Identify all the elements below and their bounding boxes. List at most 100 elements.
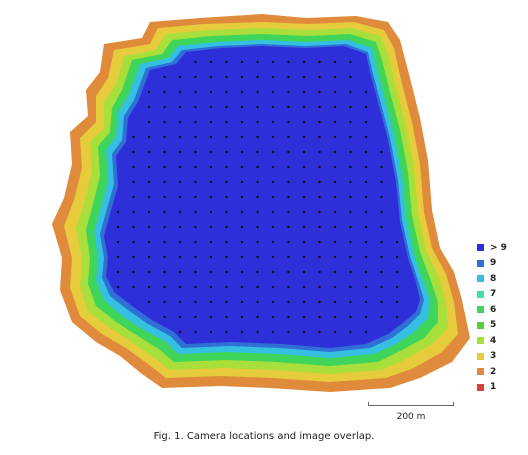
camera-location <box>194 240 197 244</box>
camera-location <box>256 285 259 289</box>
camera-location <box>178 120 182 124</box>
camera-location <box>364 255 368 259</box>
camera-location <box>349 165 352 169</box>
camera-location <box>240 120 244 124</box>
camera-location <box>240 300 244 304</box>
camera-location <box>318 270 321 274</box>
camera-location <box>256 255 259 259</box>
camera-location <box>209 210 213 214</box>
camera-location <box>240 225 244 229</box>
camera-location <box>333 285 337 289</box>
camera-location <box>209 165 213 169</box>
camera-location <box>364 120 368 124</box>
camera-location <box>302 255 306 259</box>
camera-location <box>333 210 337 214</box>
camera-location <box>163 180 166 184</box>
camera-location <box>287 315 290 319</box>
camera-location <box>240 180 244 184</box>
camera-location <box>380 270 383 274</box>
camera-location <box>116 210 120 214</box>
camera-location <box>302 195 306 199</box>
camera-location <box>380 255 383 259</box>
camera-location <box>132 180 135 184</box>
camera-location <box>380 150 383 154</box>
legend-label: 9 <box>490 258 497 269</box>
camera-location <box>163 270 166 274</box>
camera-location <box>178 135 182 139</box>
camera-location <box>364 225 368 229</box>
camera-location <box>256 135 259 139</box>
camera-location <box>256 210 259 214</box>
camera-location <box>271 315 275 319</box>
camera-location <box>364 195 368 199</box>
camera-location <box>333 180 337 184</box>
legend-label: 7 <box>490 289 497 300</box>
camera-location <box>194 315 197 319</box>
camera-location <box>287 60 290 64</box>
camera-location <box>256 150 259 154</box>
camera-location <box>364 315 368 319</box>
camera-location <box>240 285 244 289</box>
camera-location <box>225 75 228 79</box>
camera-location <box>256 240 259 244</box>
camera-location <box>271 165 275 169</box>
camera-location <box>163 75 166 79</box>
legend-label: 5 <box>490 320 497 331</box>
camera-location <box>333 330 337 334</box>
camera-location <box>364 330 368 334</box>
camera-location <box>147 270 151 274</box>
camera-location <box>287 90 290 94</box>
camera-location <box>287 135 290 139</box>
camera-location <box>302 300 306 304</box>
camera-location <box>209 120 213 124</box>
camera-location <box>287 330 290 334</box>
camera-location <box>147 180 151 184</box>
camera-location <box>333 120 337 124</box>
camera-location <box>240 90 244 94</box>
camera-location <box>287 210 290 214</box>
camera-location <box>209 105 213 109</box>
camera-location <box>256 195 259 199</box>
camera-location <box>194 210 197 214</box>
camera-location <box>271 255 275 259</box>
camera-location <box>209 90 213 94</box>
camera-location <box>209 180 213 184</box>
camera-location <box>240 105 244 109</box>
camera-location <box>147 195 151 199</box>
legend-swatch <box>477 337 484 345</box>
camera-location <box>333 165 337 169</box>
legend-label: 8 <box>490 273 497 284</box>
camera-location <box>318 120 321 124</box>
camera-location <box>380 300 383 304</box>
camera-location <box>364 135 368 139</box>
camera-location <box>225 90 228 94</box>
camera-location <box>271 300 275 304</box>
camera-location <box>302 225 306 229</box>
camera-location <box>240 165 244 169</box>
camera-location <box>225 255 228 259</box>
camera-location <box>364 210 368 214</box>
camera-location <box>209 255 213 259</box>
camera-location <box>225 315 228 319</box>
camera-location <box>178 180 182 184</box>
legend: > 9 9 8 7 6 5 4 3 2 1 <box>477 240 523 395</box>
camera-location <box>364 150 368 154</box>
camera-location <box>302 135 306 139</box>
camera-location <box>302 270 306 274</box>
camera-location <box>380 165 383 169</box>
camera-location <box>240 255 244 259</box>
camera-location <box>256 315 259 319</box>
camera-location <box>225 300 228 304</box>
camera-location <box>256 300 259 304</box>
camera-location <box>178 75 182 79</box>
camera-location <box>333 60 337 64</box>
camera-location <box>163 90 166 94</box>
camera-location <box>271 270 275 274</box>
camera-location <box>287 120 290 124</box>
camera-location <box>271 210 275 214</box>
legend-item: 4 <box>477 333 523 349</box>
camera-location <box>349 120 352 124</box>
camera-location <box>225 285 228 289</box>
camera-location <box>349 105 352 109</box>
camera-location <box>163 285 166 289</box>
